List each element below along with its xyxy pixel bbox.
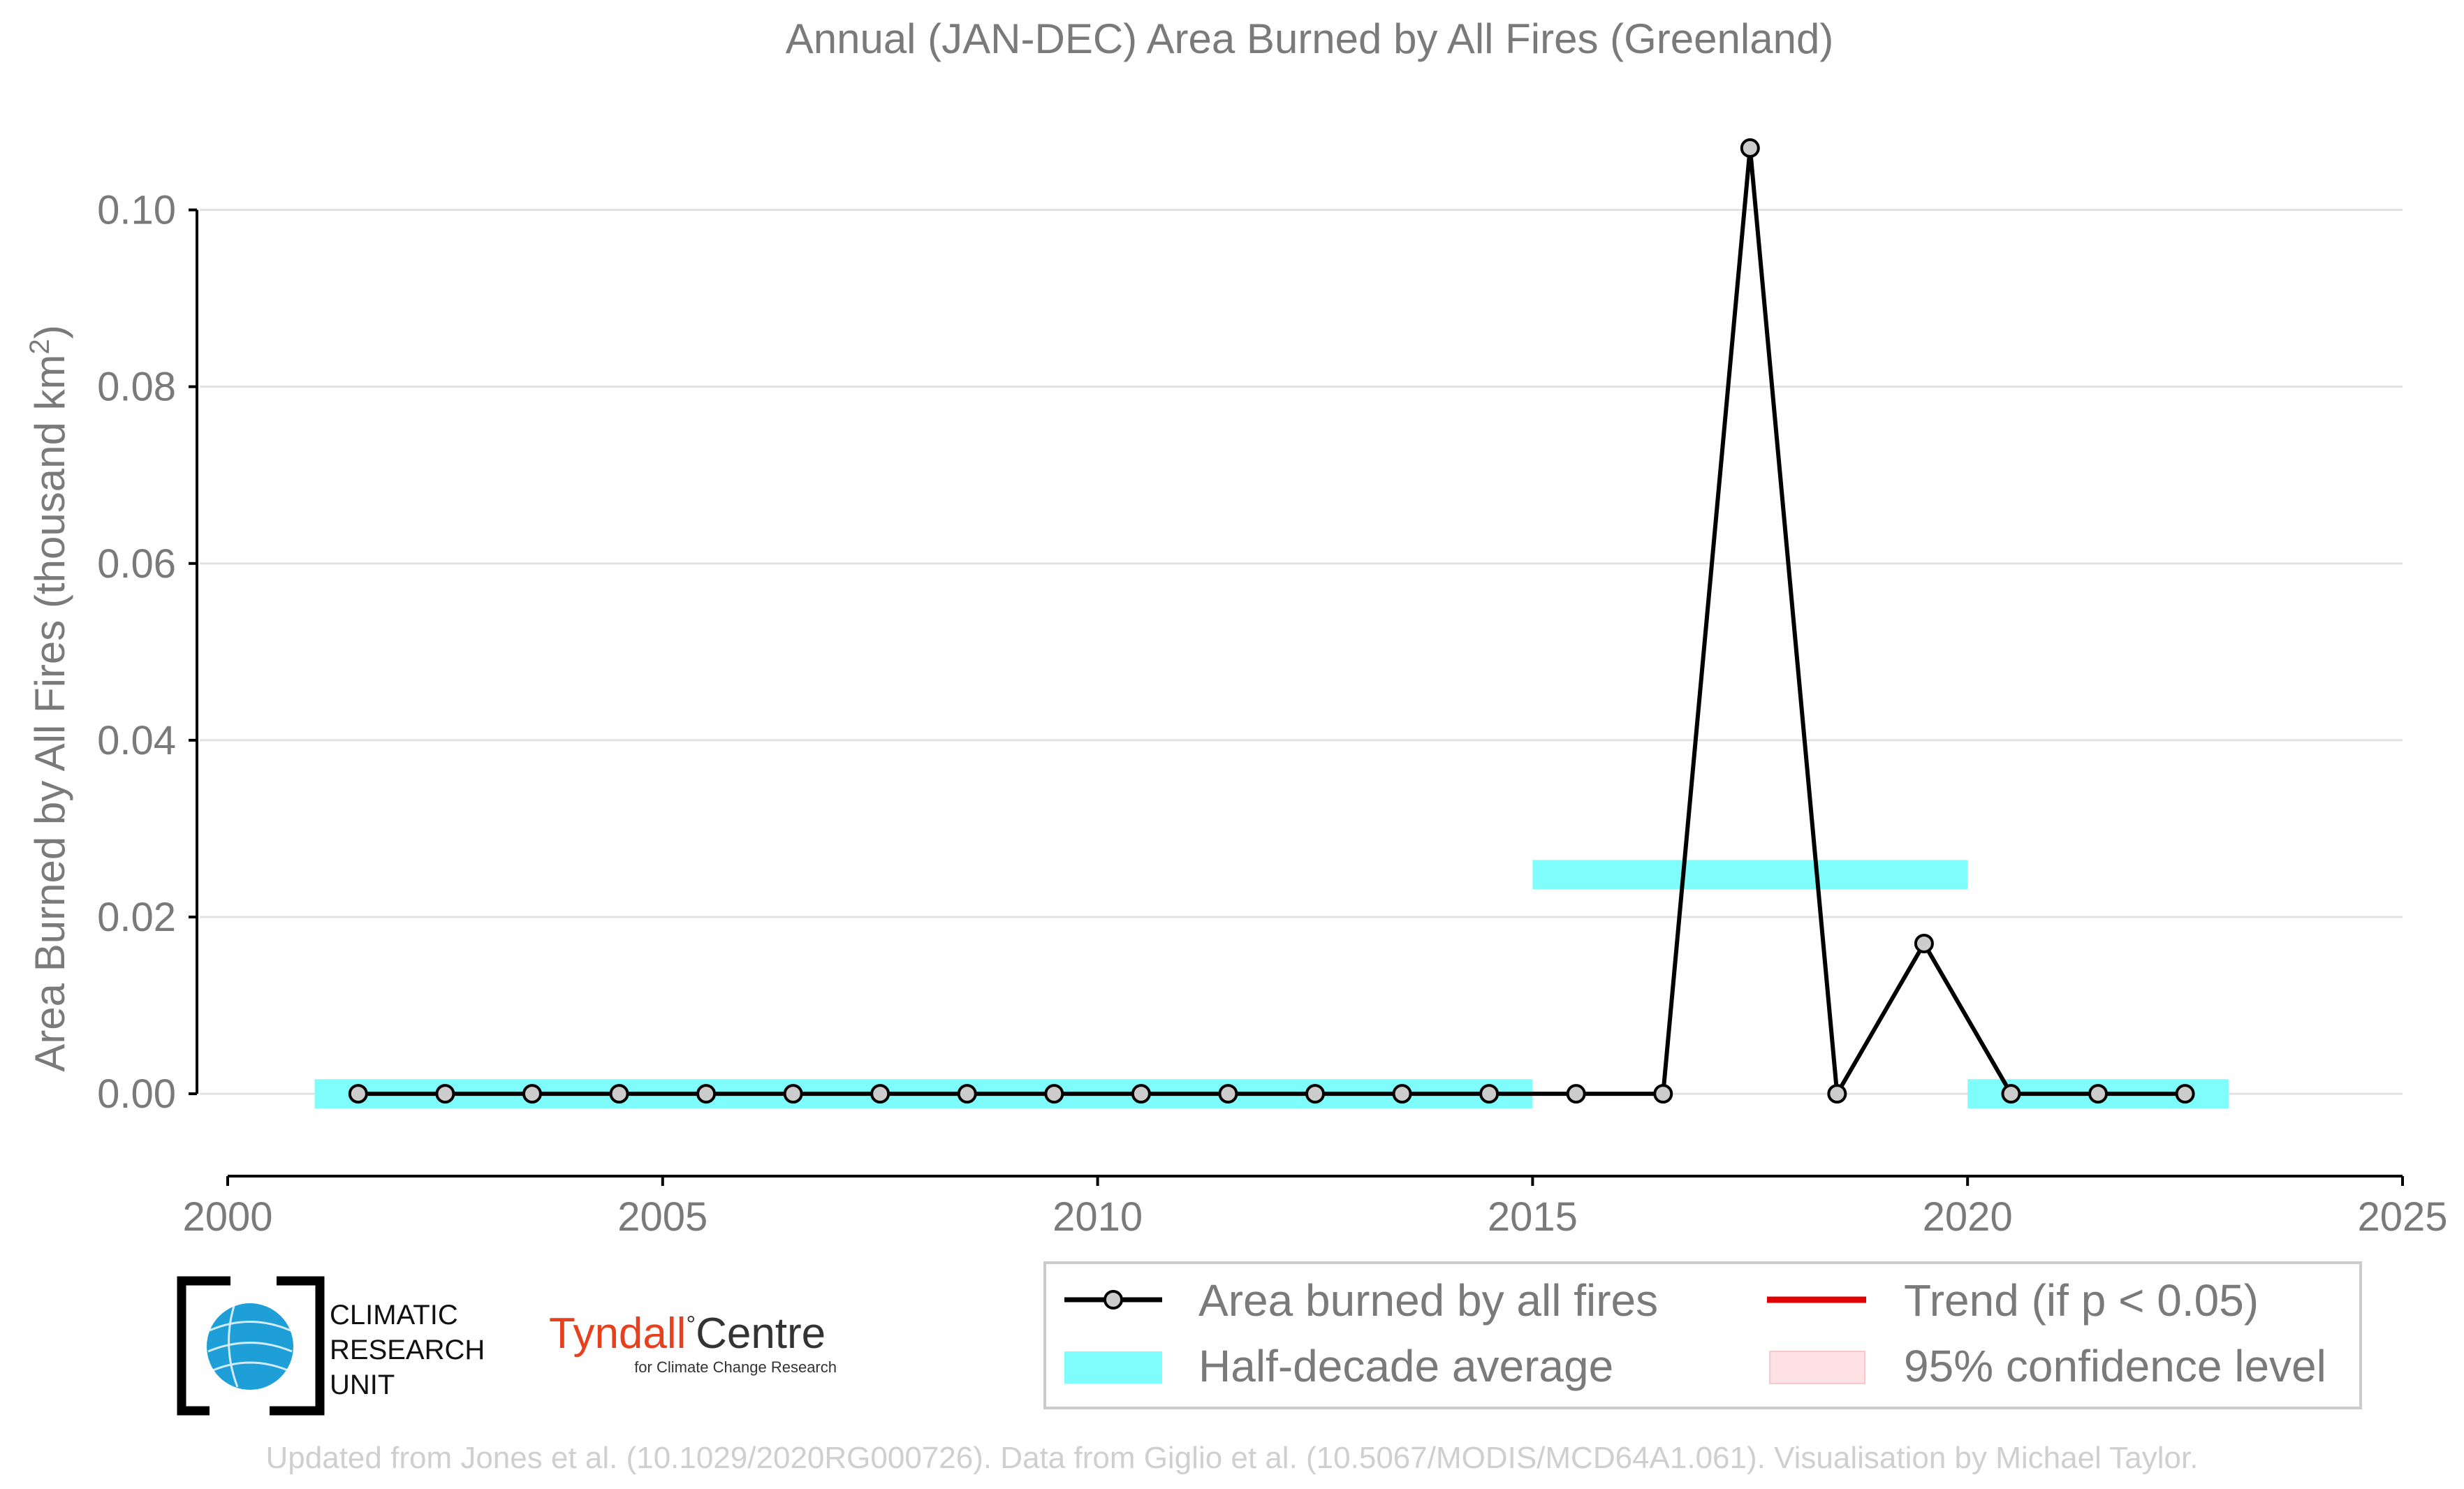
legend-label-area-burned: Area burned by all fires	[1198, 1275, 1658, 1326]
y-tick-label: 0.10	[97, 188, 176, 233]
tyndall-logo-centre: Centre	[696, 1310, 826, 1358]
x-axis: 2000 2005 2010 2015 2020 2025	[182, 1175, 2448, 1240]
y-axis-label-close: )	[27, 325, 73, 339]
cru-logo-left-bracket	[177, 1276, 230, 1416]
legend-frame	[1043, 1261, 2362, 1409]
data-point	[1914, 933, 1934, 953]
x-tick-label: 2005	[617, 1194, 707, 1240]
data-point	[609, 1084, 629, 1104]
tyndall-logo-name: Tyndall	[549, 1310, 686, 1358]
cru-logo: CLIMATIC RESEARCH UNIT	[177, 1276, 485, 1416]
data-point	[1653, 1084, 1673, 1104]
tyndall-logo-subtitle: for Climate Change Research	[634, 1358, 837, 1376]
data-point	[1827, 1084, 1847, 1104]
credit-line: Updated from Jones et al. (10.1029/2020R…	[266, 1441, 2199, 1475]
tyndall-logo-text: Tyndall°Centre	[549, 1310, 826, 1358]
series-line	[358, 147, 2185, 1101]
data-point	[348, 1084, 368, 1104]
x-tick-label: 2020	[1923, 1194, 2013, 1240]
data-point	[1044, 1084, 1064, 1104]
legend-marker-area-burned	[1103, 1290, 1123, 1310]
x-tick-label: 2000	[182, 1194, 272, 1240]
data-point	[957, 1084, 977, 1104]
legend-swatch-confidence	[1769, 1351, 1865, 1384]
cru-logo-right-bracket	[270, 1276, 325, 1416]
grid-lines	[200, 209, 2403, 1095]
data-point	[1131, 1084, 1151, 1104]
data-point	[2001, 1084, 2021, 1104]
chart-title: Annual (JAN-DEC) Area Burned by All Fire…	[786, 15, 1834, 62]
data-point	[2175, 1084, 2195, 1104]
data-point	[522, 1084, 542, 1104]
cru-logo-line3: UNIT	[330, 1370, 395, 1400]
legend-label-confidence: 95% confidence level	[1904, 1341, 2326, 1391]
data-point	[1566, 1084, 1586, 1104]
data-point	[870, 1084, 890, 1104]
data-point	[2088, 1084, 2109, 1104]
y-axis-label-superscript: 2	[24, 339, 55, 354]
y-tick-label: 0.02	[97, 895, 176, 940]
data-point	[696, 1084, 717, 1104]
y-tick-label: 0.04	[97, 718, 176, 763]
data-point	[1305, 1084, 1325, 1104]
series-area-burned	[348, 138, 2195, 1104]
y-tick-label: 0.06	[97, 541, 176, 587]
tyndall-logo: Tyndall°Centre for Climate Change Resear…	[549, 1310, 837, 1376]
data-point	[783, 1084, 803, 1104]
data-point	[1218, 1084, 1238, 1104]
legend-swatch-half-decade	[1064, 1351, 1162, 1384]
x-tick-label: 2010	[1053, 1194, 1143, 1240]
legend-label-trend: Trend (if p < 0.05)	[1904, 1275, 2259, 1326]
x-tick-label: 2015	[1488, 1194, 1578, 1240]
y-axis-label: Area Burned by All Fires (thousand km2)	[24, 325, 73, 1071]
y-axis: 0.00 0.02 0.04 0.06 0.08 0.10	[97, 188, 198, 1117]
data-point	[435, 1084, 455, 1104]
y-axis-label-main: Area Burned by All Fires (thousand km	[27, 355, 73, 1072]
globe-icon-lines	[207, 1305, 293, 1388]
cru-logo-line2: RESEARCH	[330, 1335, 485, 1365]
data-point	[1740, 138, 1760, 158]
legend: Area burned by all fires Trend (if p < 0…	[1043, 1261, 2362, 1409]
y-tick-label: 0.00	[97, 1071, 176, 1117]
x-tick-label: 2025	[2357, 1194, 2447, 1240]
tyndall-logo-degree: °	[686, 1312, 696, 1338]
data-point	[1392, 1084, 1412, 1104]
half-decade-average-bars	[314, 860, 2229, 1108]
half-decade-average-bar	[1532, 860, 1968, 890]
legend-label-half-decade: Half-decade average	[1198, 1341, 1613, 1391]
cru-logo-line1: CLIMATIC	[330, 1300, 458, 1330]
y-tick-label: 0.08	[97, 365, 176, 410]
data-point	[1479, 1084, 1499, 1104]
